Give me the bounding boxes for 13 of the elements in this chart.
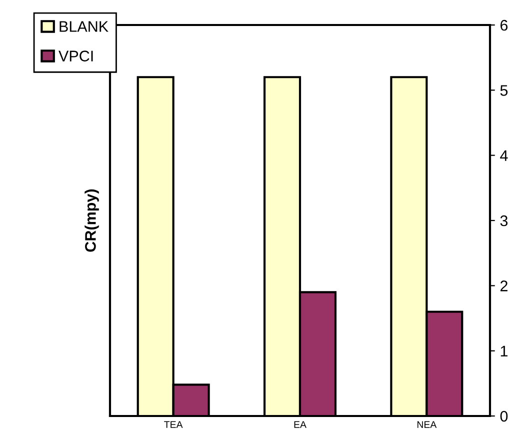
x-tick-label: EA [294, 421, 306, 428]
y-axis-title: CR(mpy) [84, 189, 99, 252]
y-tick-label: 2 [500, 280, 508, 292]
x-tick-label: TEA [164, 421, 183, 428]
y-tick-label: 1 [500, 346, 508, 356]
y-tick-label: 4 [500, 150, 508, 161]
legend-label: BLANK [60, 21, 108, 32]
legend-label: VPCI [58, 50, 93, 62]
y-tick-label: 0 [500, 410, 508, 422]
y-tick-label: 5 [500, 85, 508, 96]
y-tick-label: 6 [500, 20, 508, 31]
y-tick-label: 3 [500, 215, 508, 226]
x-tick-label: NEA [417, 421, 437, 428]
